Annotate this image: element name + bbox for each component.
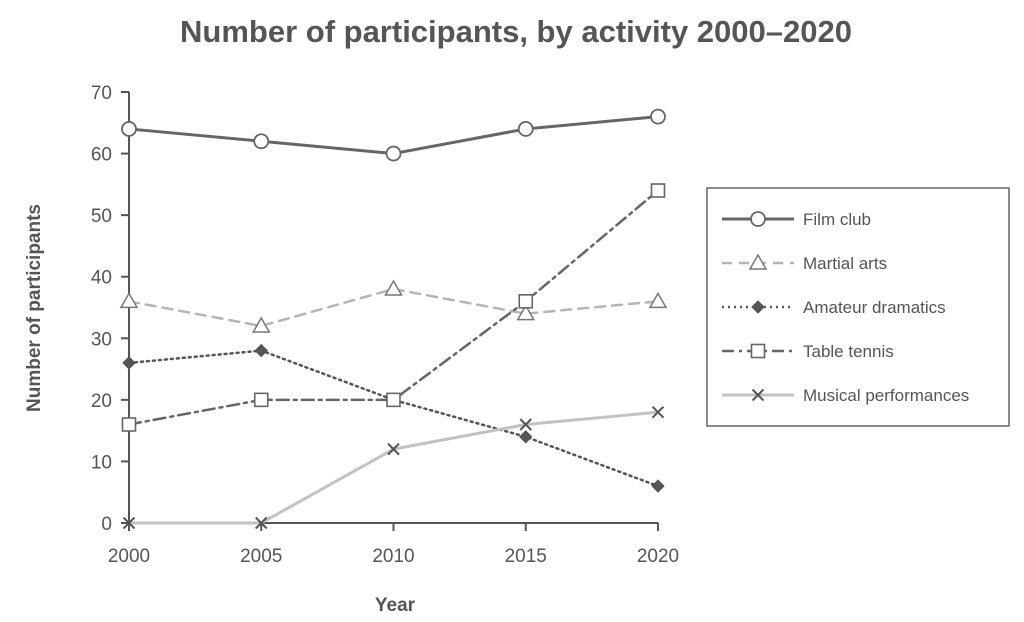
legend-marker	[751, 388, 765, 402]
y-tick-label: 20	[91, 391, 112, 412]
data-point-table-tennis	[253, 392, 269, 408]
legend: Film club Martial arts Amateur dramatics Ta…	[722, 210, 969, 405]
x-axis-title: Year	[375, 595, 416, 616]
data-point-martial-arts	[251, 316, 271, 333]
legend-item-amateur-dramatics: Amateur dramatics	[722, 298, 946, 317]
data-point-table-tennis	[518, 294, 534, 309]
legend-marker	[751, 300, 765, 314]
legend-marker	[748, 253, 768, 270]
data-point-table-tennis	[386, 392, 401, 408]
data-point-musical-performances	[651, 405, 665, 419]
data-point-martial-arts	[648, 291, 668, 309]
legend-label: Musical performances	[803, 386, 969, 405]
data-point-musical-performances	[519, 418, 532, 431]
y-axis-title: Number of participants	[24, 204, 45, 412]
y-tick-label: 0	[101, 514, 112, 535]
legend-label: Amateur dramatics	[803, 298, 946, 317]
data-point-table-tennis	[121, 417, 137, 432]
legend-marker	[750, 211, 766, 227]
data-point-film-club	[517, 121, 534, 137]
data-point-amateur-dramatics	[122, 356, 136, 370]
y-tick-label: 30	[91, 329, 112, 350]
data-point-amateur-dramatics	[651, 479, 665, 493]
y-axis-ticks: 0 10 20 30 40 50 60 70	[91, 83, 129, 535]
data-point-musical-performances	[387, 442, 400, 456]
legend-item-musical-performances: Musical performances	[722, 386, 969, 405]
data-point-film-club	[385, 145, 402, 162]
x-axis-ticks: 2000 2005 2010 2015 2020	[108, 523, 679, 567]
data-point-film-club	[121, 121, 137, 137]
data-point-film-club	[650, 108, 666, 125]
data-point-musical-performances	[122, 516, 136, 530]
legend-item-martial-arts: Martial arts	[722, 253, 887, 273]
y-tick-label: 10	[91, 452, 112, 473]
x-tick-label: 2005	[240, 546, 282, 567]
data-point-martial-arts	[119, 291, 139, 309]
y-tick-label: 50	[91, 206, 112, 227]
data-point-amateur-dramatics	[519, 430, 533, 444]
chart-title: Number of participants, by activity 2000…	[180, 14, 852, 49]
data-point-musical-performances	[255, 516, 268, 530]
legend-label: Table tennis	[803, 342, 894, 361]
series-markers	[119, 108, 668, 530]
y-tick-label: 40	[91, 268, 112, 289]
legend-item-film-club: Film club	[722, 210, 871, 229]
series-lines	[127, 115, 660, 525]
legend-label: Film club	[803, 210, 871, 229]
data-point-film-club	[253, 133, 270, 150]
data-point-martial-arts	[516, 304, 536, 321]
x-tick-label: 2015	[505, 546, 547, 567]
y-tick-label: 70	[91, 83, 112, 104]
legend-item-table-tennis: Table tennis	[722, 342, 894, 361]
x-tick-label: 2010	[372, 546, 414, 567]
data-point-amateur-dramatics	[254, 343, 268, 358]
series-line-musical-performances	[127, 410, 660, 525]
y-tick-label: 60	[91, 145, 112, 166]
data-point-table-tennis	[650, 183, 666, 198]
legend-label: Martial arts	[803, 254, 887, 273]
data-point-martial-arts	[384, 279, 403, 296]
legend-marker	[750, 343, 766, 359]
x-tick-label: 2020	[637, 546, 679, 567]
series-line-amateur-dramatics	[127, 349, 660, 488]
x-tick-label: 2000	[108, 546, 150, 567]
